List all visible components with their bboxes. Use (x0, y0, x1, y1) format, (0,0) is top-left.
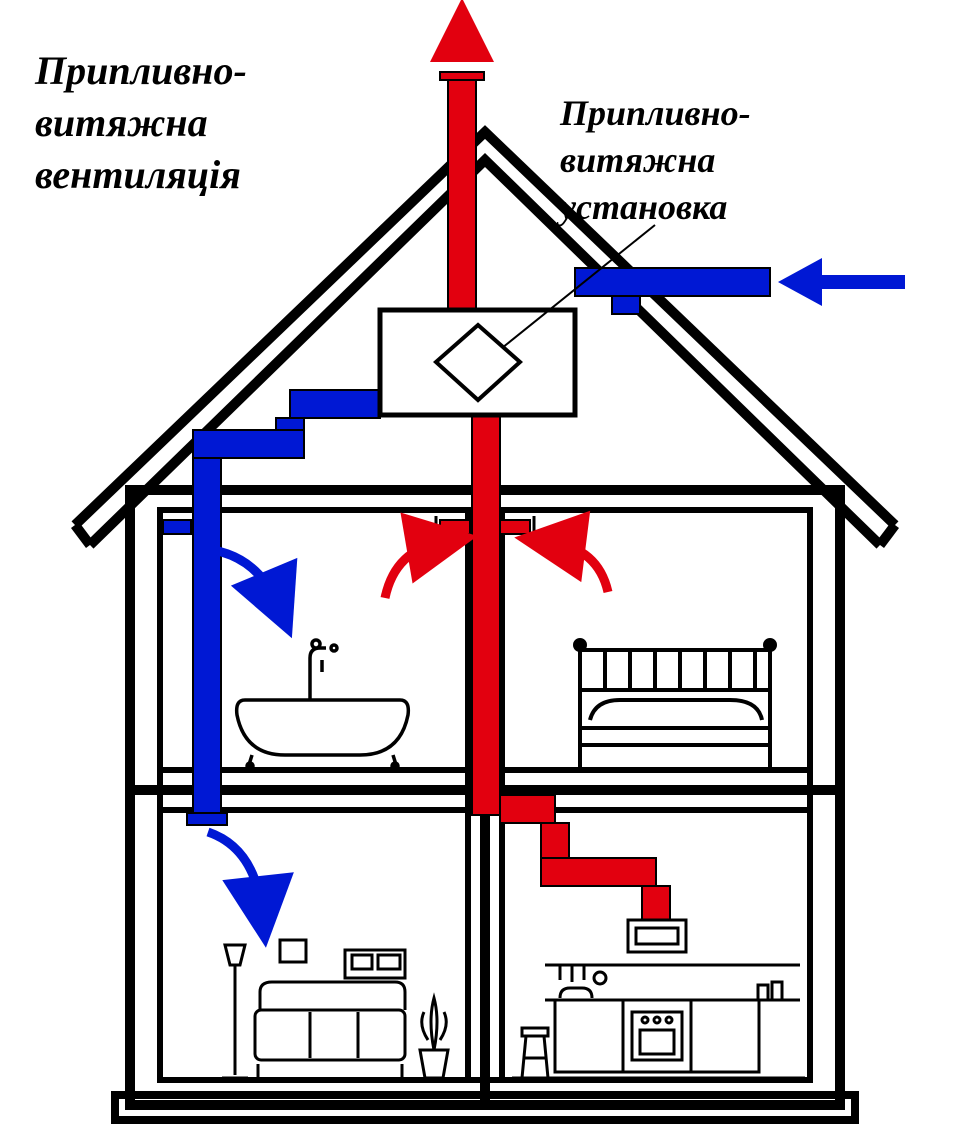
title-line1: Припливно-витяжнавентиляція (35, 48, 247, 197)
unit-label: Припливно-витяжнаустановка (560, 90, 751, 230)
bathtub-icon (237, 640, 409, 769)
bed-icon (575, 640, 775, 770)
living-room-icon (222, 940, 448, 1078)
title-label: Припливно-витяжнавентиляція (35, 45, 247, 201)
kitchen-icon (512, 920, 805, 1078)
unit-line1: Припливно-витяжнаустановка (560, 93, 751, 227)
hrv-unit (380, 310, 575, 415)
